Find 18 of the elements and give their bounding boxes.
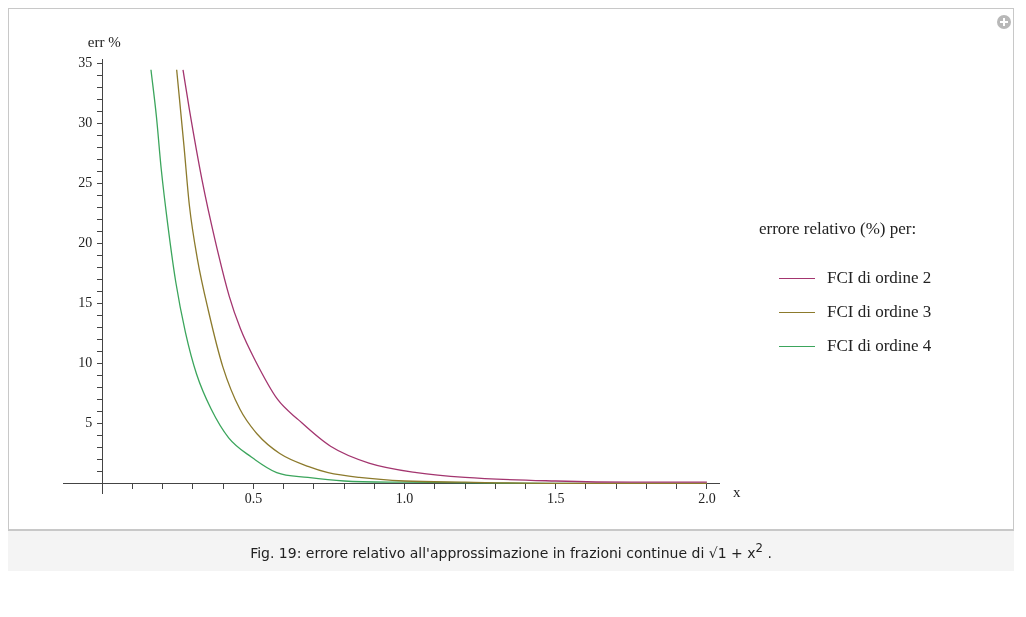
y-tick-label: 20 xyxy=(78,235,93,251)
x-axis-title: x xyxy=(733,484,741,501)
legend-label: FCI di ordine 4 xyxy=(827,336,932,356)
x-tick-label: 1.5 xyxy=(547,491,565,507)
y-tick-label: 35 xyxy=(78,55,93,71)
y-axis-title: err % xyxy=(87,34,121,51)
y-tick-label: 15 xyxy=(78,295,93,311)
y-tick-label: 30 xyxy=(78,115,93,131)
x-tick-label: 0.5 xyxy=(244,491,263,507)
x-tick-label: 2.0 xyxy=(698,491,716,507)
legend-label: FCI di ordine 3 xyxy=(827,302,932,322)
caption: Fig. 19: errore relativo all'approssimazione in frazioni continue di √1 + x$^{2}$ . xyxy=(249,541,773,561)
y-tick-label: 25 xyxy=(78,175,93,191)
x-tick-label: 1.0 xyxy=(395,491,414,507)
legend-label: FCI di ordine 2 xyxy=(827,268,932,288)
y-tick-label: 10 xyxy=(78,355,93,371)
legend-title: errore relativo (%) per: xyxy=(759,219,918,239)
y-tick-label: 5 xyxy=(85,415,93,431)
